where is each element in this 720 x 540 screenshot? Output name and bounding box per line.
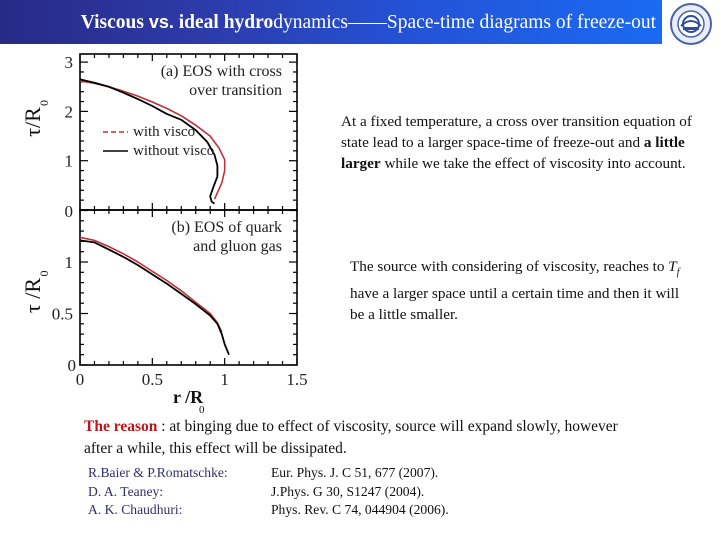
title-rest: dynamics——Space-time diagrams of freeze-… [273,12,656,33]
slide-title: Viscous vs. ideal hydrodynamics——Space-t… [0,0,662,44]
svg-text:r /R: r /R [173,387,204,407]
svg-text:2: 2 [65,102,74,121]
para2-text-b: have a larger space until a certain time… [350,285,680,324]
chart-curves [79,78,230,356]
reference-citation: Eur. Phys. J. C 51, 677 (2007). [271,465,439,480]
svg-text:0: 0 [65,202,74,221]
reason-paragraph: The reason : at binging due to effect of… [84,416,624,460]
para2-subscript-f: f [676,267,680,279]
para1-bold: a little larger [341,134,685,172]
svg-text:(b) EOS of quark: (b) EOS of quark [171,219,282,236]
svg-text:3: 3 [65,53,74,72]
title-bar [0,0,662,44]
explanation-paragraph-2: The source with considering of viscosity… [350,256,680,325]
para2-symbol-T: T [668,258,677,275]
svg-text:1: 1 [220,370,229,389]
para2-text-a: The source with considering of viscosity… [350,258,669,275]
para1-text-b: while we take the effect of viscosity in… [380,155,686,172]
reference-author: R.Baier & P.Romatschke: [88,465,228,480]
svg-text:1.5: 1.5 [286,370,307,389]
svg-text:over transition: over transition [189,82,282,99]
svg-text:0: 0 [68,356,77,375]
reference-author: A. K. Chaudhuri: [88,502,183,517]
svg-text:1: 1 [65,152,74,171]
university-seal-icon [670,3,712,45]
reference-citation: Phys. Rev. C 74, 044904 (2006). [271,502,449,517]
svg-text:(a) EOS with cross: (a) EOS with cross [161,63,282,80]
svg-text:τ/R: τ/R [20,107,45,137]
svg-text:0: 0 [37,271,51,277]
reference-author: D. A. Teaney: [88,483,164,499]
svg-text:with visco: with visco [133,124,195,140]
title-underline-strip [10,44,232,47]
reference-item: D. A. Teaney: J.Phys. G 30, S1247 (2004)… [88,483,449,502]
svg-text:without visco: without visco [133,143,214,159]
university-logo [662,0,720,50]
svg-text:0.5: 0.5 [142,370,163,389]
para1-text-a: At a fixed temperature, a cross over tra… [341,113,692,151]
explanation-paragraph-1: At a fixed temperature, a cross over tra… [341,111,701,174]
svg-text:0: 0 [76,370,85,389]
svg-text:0: 0 [37,100,51,106]
reference-citation: J.Phys. G 30, S1247 (2004). [271,483,425,499]
reason-text: : at binging due to effect of viscosity,… [84,418,618,457]
reason-label: The reason [84,418,158,435]
reference-item: A. K. Chaudhuri: Phys. Rev. C 74, 044904… [88,501,449,520]
svg-text:0.5: 0.5 [52,305,73,324]
title-bold-part-2: ideal hydro [173,12,274,33]
chart-axes [79,53,298,366]
reference-item: R.Baier & P.Romatschke: Eur. Phys. J. C … [88,464,449,483]
title-bold-part-1: Viscous [80,12,149,33]
svg-text:0: 0 [199,404,205,416]
svg-text:and gluon gas: and gluon gas [193,238,282,255]
references-list: R.Baier & P.Romatschke: Eur. Phys. J. C … [88,464,449,520]
svg-text:τ /R: τ /R [20,278,45,313]
title-vs: vs. [148,12,174,32]
svg-text:1: 1 [65,253,74,272]
